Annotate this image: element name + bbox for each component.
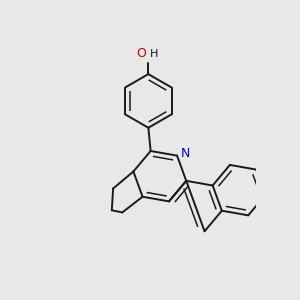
Text: O: O [136, 47, 146, 60]
Text: N: N [181, 148, 190, 160]
Text: H: H [150, 49, 158, 59]
